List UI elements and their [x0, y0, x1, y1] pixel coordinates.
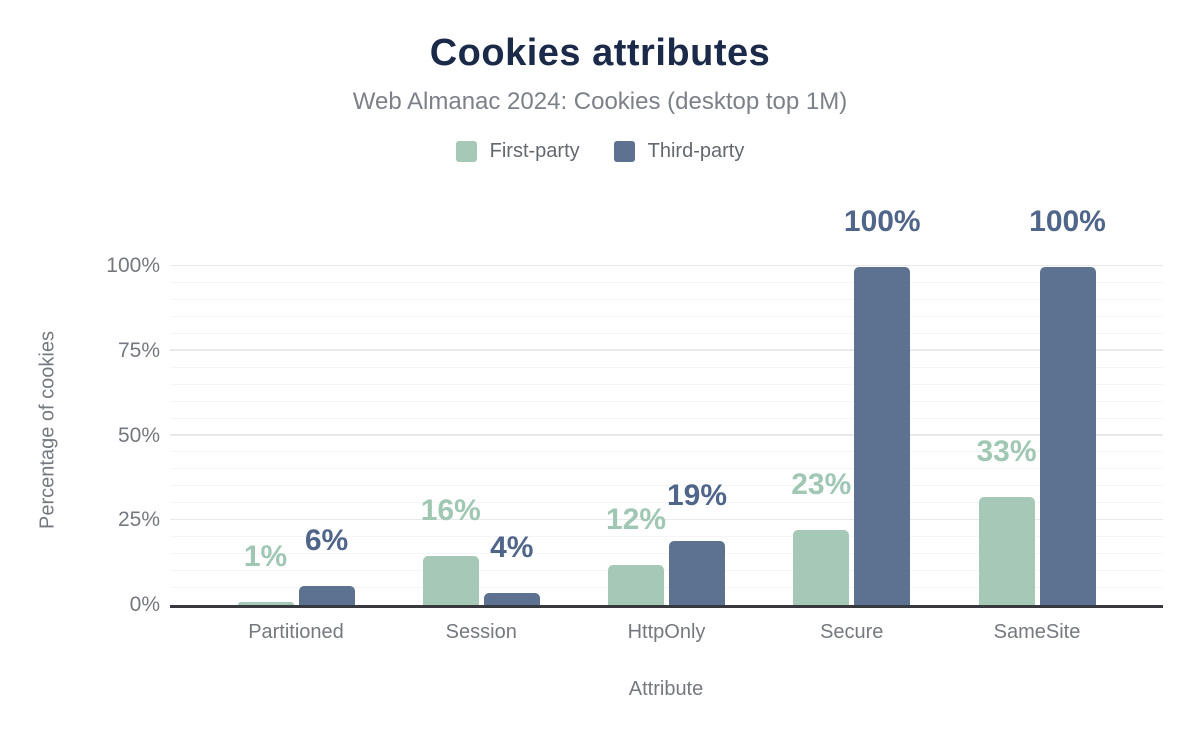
bar-third-party-partitioned[interactable]	[298, 586, 355, 605]
legend-swatch-first-party	[455, 141, 477, 162]
y-tick-100: 100%	[106, 254, 160, 277]
bar-value-label-first-party-secure: 23%	[791, 468, 852, 502]
x-axis-line	[170, 605, 1163, 608]
bar-first-party-httponly[interactable]	[608, 565, 664, 605]
minor-gridline	[170, 366, 1163, 368]
minor-gridline	[170, 281, 1163, 283]
minor-gridline	[170, 536, 1163, 538]
major-gridline	[170, 349, 1163, 351]
bar-value-label-first-party-samesite: 33%	[976, 434, 1037, 468]
x-category-httponly: HttpOnly	[627, 621, 706, 643]
bar-third-party-httponly[interactable]	[669, 540, 725, 605]
y-tick-25: 25%	[117, 508, 160, 532]
y-tick-75: 75%	[117, 338, 160, 362]
bar-first-party-session[interactable]	[422, 555, 479, 605]
bar-third-party-session[interactable]	[483, 592, 540, 605]
x-category-samesite: SameSite	[993, 621, 1081, 643]
x-category-session: Session	[445, 621, 517, 643]
legend-item-third-party: Third-party	[613, 140, 745, 163]
bar-value-label-first-party-httponly: 12%	[605, 503, 667, 536]
major-gridline	[170, 434, 1163, 436]
minor-gridline	[170, 298, 1163, 300]
bar-value-label-third-party-samesite: 100%	[1029, 205, 1106, 239]
y-tick-0: 0%	[129, 593, 160, 616]
minor-gridline	[170, 587, 1163, 589]
bar-value-label-third-party-secure: 100%	[843, 205, 921, 239]
y-tick-50: 50%	[117, 423, 160, 447]
legend-label-first-party: First-party	[489, 140, 580, 162]
chart-subtitle: Web Almanac 2024: Cookies (desktop top 1…	[352, 88, 848, 115]
x-axis-title: Attribute	[628, 678, 704, 700]
minor-gridline	[170, 315, 1163, 317]
minor-gridline	[170, 332, 1163, 334]
minor-gridline	[170, 383, 1163, 385]
x-category-partitioned: Partitioned	[248, 621, 344, 643]
minor-gridline	[170, 570, 1163, 572]
minor-gridline	[170, 468, 1163, 470]
chart-title: Cookies attributes	[429, 32, 771, 74]
minor-gridline	[170, 451, 1163, 453]
bar-third-party-secure[interactable]	[854, 267, 911, 605]
legend-label-third-party: Third-party	[647, 140, 745, 162]
minor-gridline	[170, 417, 1163, 419]
legend: First-party Third-party	[0, 140, 1200, 163]
bar-first-party-partitioned[interactable]	[237, 601, 294, 605]
bar-first-party-secure[interactable]	[793, 530, 850, 605]
minor-gridline	[170, 553, 1163, 555]
bar-value-label-first-party-partitioned: 1%	[243, 539, 288, 573]
plot-area: 1% 16% 12% 23% 33% 6% 4% 19% 100% 100%	[170, 207, 1163, 608]
minor-gridline	[170, 485, 1163, 487]
bar-third-party-samesite[interactable]	[1039, 267, 1096, 605]
major-gridline	[170, 518, 1163, 521]
bar-value-label-third-party-partitioned: 6%	[304, 524, 349, 558]
x-category-secure: Secure	[820, 621, 884, 643]
minor-gridline	[170, 400, 1163, 402]
bar-value-label-first-party-session: 16%	[420, 493, 481, 527]
bar-first-party-samesite[interactable]	[978, 496, 1035, 605]
legend-item-first-party: First-party	[455, 140, 580, 163]
bar-value-label-third-party-session: 4%	[490, 530, 534, 564]
major-gridline	[170, 264, 1163, 266]
legend-swatch-third-party	[613, 141, 635, 162]
minor-gridline	[170, 502, 1163, 504]
bar-value-label-third-party-httponly: 19%	[666, 478, 728, 512]
